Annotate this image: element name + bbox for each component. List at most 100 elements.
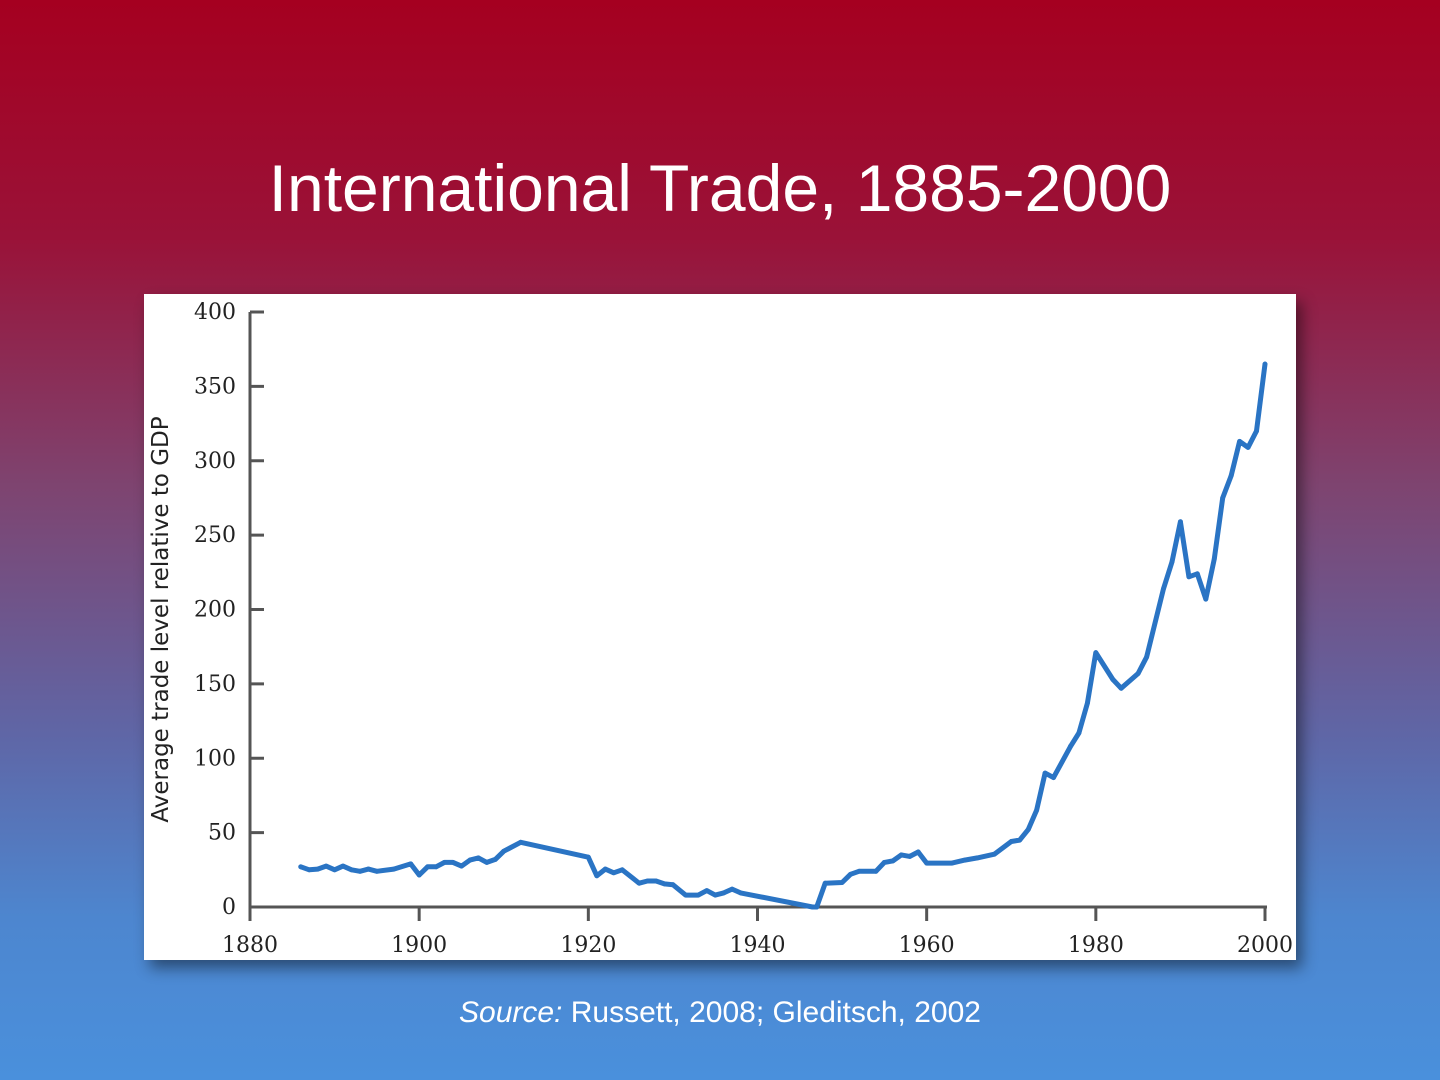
data-point <box>1118 685 1124 691</box>
data-point <box>822 880 828 886</box>
data-point <box>890 858 896 864</box>
y-axis-title: Average trade level relative to GDP <box>148 416 174 822</box>
data-point <box>1262 361 1268 367</box>
data-point <box>442 859 447 865</box>
data-point <box>1211 556 1217 562</box>
data-point <box>712 892 718 898</box>
data-point <box>340 863 346 869</box>
data-point <box>810 904 815 910</box>
data-point <box>1203 596 1209 602</box>
data-point <box>670 882 676 888</box>
x-tick-label: 1940 <box>730 933 786 958</box>
data-point <box>924 860 930 866</box>
data-point <box>611 870 617 876</box>
y-tick-label: 100 <box>194 746 236 771</box>
data-point <box>1178 519 1183 525</box>
y-tick-label: 250 <box>194 523 236 548</box>
data-point <box>636 880 642 886</box>
data-point <box>602 866 608 872</box>
data-point <box>1144 654 1149 660</box>
data-point <box>662 881 667 887</box>
data-point <box>450 859 456 865</box>
data-point <box>1186 574 1192 580</box>
x-tick-label: 1880 <box>222 933 278 958</box>
data-point <box>501 848 507 854</box>
data-point <box>1093 650 1099 656</box>
data-point <box>315 866 321 872</box>
data-point <box>814 904 820 910</box>
y-tick-label: 400 <box>194 300 236 325</box>
data-point <box>459 863 464 869</box>
data-point <box>416 872 422 878</box>
data-point <box>391 866 397 872</box>
y-tick-label: 150 <box>194 672 236 697</box>
data-point <box>1025 827 1031 833</box>
y-tick-label: 200 <box>194 598 236 623</box>
data-point <box>645 878 650 884</box>
data-point <box>695 892 701 898</box>
data-point <box>848 871 853 877</box>
series-line-trade <box>298 361 1268 910</box>
data-point <box>949 860 955 866</box>
data-point <box>594 873 600 879</box>
data-point <box>1245 444 1251 450</box>
data-point <box>881 859 887 865</box>
data-point <box>975 855 980 861</box>
data-point <box>915 849 921 855</box>
x-tick-label: 1980 <box>1068 933 1124 958</box>
data-point <box>475 855 481 861</box>
data-point <box>619 867 625 873</box>
data-point <box>653 878 659 884</box>
data-point <box>374 868 380 874</box>
data-point <box>408 861 414 867</box>
data-point <box>1034 807 1040 813</box>
x-tick-label: 1900 <box>391 933 447 958</box>
y-tick-label: 50 <box>208 821 236 846</box>
source-text: Russett, 2008; Gleditsch, 2002 <box>562 996 981 1029</box>
data-point <box>721 890 727 896</box>
y-tick-label: 0 <box>222 895 236 920</box>
data-point <box>366 866 371 872</box>
data-point <box>1084 700 1090 706</box>
data-point <box>991 851 997 857</box>
data-point <box>738 890 743 896</box>
data-point <box>907 854 913 859</box>
data-point <box>1068 743 1073 749</box>
data-point <box>1194 571 1200 577</box>
data-point <box>683 892 689 898</box>
data-point <box>704 888 710 894</box>
x-tick-label: 1960 <box>899 933 955 958</box>
data-point <box>484 859 490 865</box>
data-point <box>1169 559 1175 565</box>
data-point <box>585 854 591 860</box>
y-tick-label: 350 <box>194 374 236 399</box>
y-tick-label: 300 <box>194 449 236 474</box>
source-citation: Source: Russett, 2008; Gleditsch, 2002 <box>0 996 1440 1030</box>
data-point <box>518 839 524 845</box>
data-point <box>839 880 845 885</box>
slide-title: International Trade, 1885-2000 <box>268 151 1172 225</box>
data-point <box>1110 677 1116 682</box>
data-point <box>357 868 363 874</box>
data-point <box>1135 671 1141 676</box>
data-point <box>962 857 968 863</box>
data-point <box>306 867 312 873</box>
data-point <box>1076 730 1082 736</box>
data-point <box>433 864 439 870</box>
data-point <box>1042 770 1048 776</box>
data-point <box>729 886 735 892</box>
data-point <box>1254 428 1259 434</box>
x-tick-label: 2000 <box>1237 933 1293 958</box>
data-point <box>349 867 354 873</box>
data-point <box>1017 837 1023 843</box>
data-point <box>1237 439 1243 444</box>
data-point <box>425 864 431 870</box>
data-point <box>323 863 329 869</box>
source-label: Source: <box>459 996 563 1029</box>
data-point <box>492 857 498 862</box>
data-point <box>1228 473 1234 479</box>
data-point <box>873 868 879 874</box>
data-point <box>1161 586 1166 592</box>
data-point <box>898 852 904 858</box>
line-chart: 0 50 100 150 200 250 300 350 400 1880 1900 1920 1940… <box>148 300 1293 958</box>
